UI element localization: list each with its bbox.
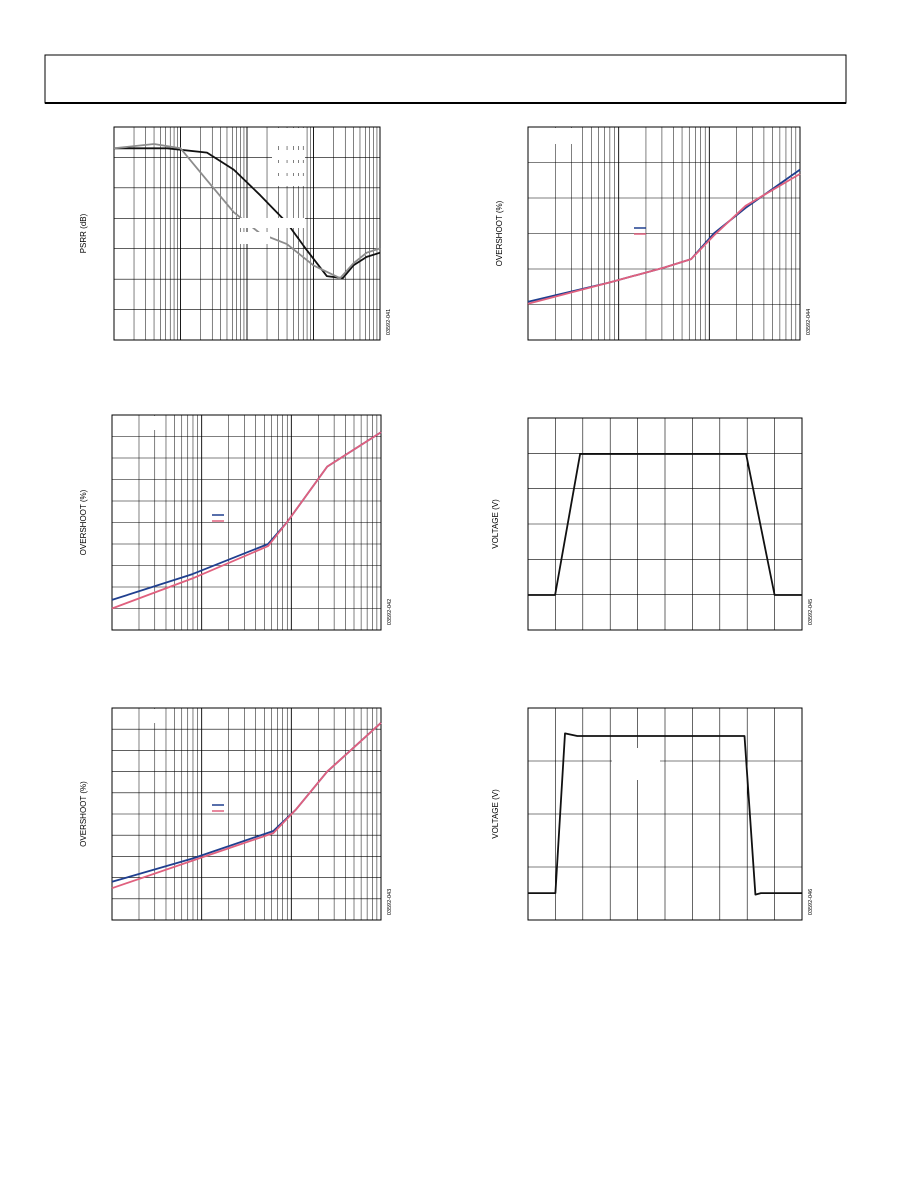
plot-frame [527,707,803,921]
redaction [277,176,305,186]
redaction [140,416,158,430]
data-line [111,722,382,890]
figure-id: 03592-041 [386,309,392,335]
plot-frame [527,126,801,341]
data-line [113,143,381,280]
redaction [272,128,305,146]
redaction [140,709,158,723]
plot-frame [527,417,803,631]
figure-id: 03592-043 [387,889,393,915]
plot-frame [111,414,382,631]
redaction [240,232,270,244]
redaction [555,128,575,144]
figure-id: 03592-042 [387,599,393,625]
figure-id: 03592-045 [808,599,814,625]
y-axis-label: OVERSHOOT (%) [79,489,88,555]
data-line [114,147,381,280]
data-line [111,431,382,610]
y-axis-label: PSRR (dB) [79,213,88,253]
redaction [272,150,305,160]
data-line [528,732,802,896]
figure-id: 03592-046 [808,889,814,915]
y-axis-label: OVERSHOOT (%) [79,781,88,847]
figure-id: 03592-044 [806,309,812,335]
y-axis-label: OVERSHOOT (%) [495,200,504,266]
data-line [527,173,801,305]
redaction [240,218,305,228]
header-box [44,54,847,104]
y-axis-label: VOLTAGE (V) [491,789,500,839]
data-line [111,722,382,883]
redaction [612,748,660,780]
plot-frame [113,126,381,341]
data-line [527,168,801,303]
data-line [528,453,802,596]
plot-frame [111,707,382,921]
redaction [277,163,305,173]
y-axis-label: VOLTAGE (V) [491,499,500,549]
